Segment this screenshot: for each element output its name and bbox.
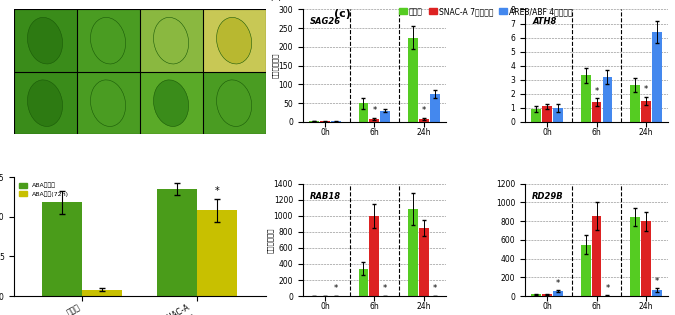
Bar xyxy=(542,106,552,122)
Ellipse shape xyxy=(153,80,188,126)
Bar xyxy=(408,37,418,122)
Bar xyxy=(652,32,662,122)
Bar xyxy=(42,203,82,296)
Bar xyxy=(580,244,591,296)
Bar xyxy=(641,221,651,296)
Bar xyxy=(14,9,76,72)
Bar xyxy=(531,294,541,296)
Bar xyxy=(82,290,122,296)
Text: *: * xyxy=(556,279,560,288)
Text: 24: 24 xyxy=(103,0,113,2)
Text: 72: 72 xyxy=(228,0,240,2)
Text: *: * xyxy=(422,106,426,116)
Bar xyxy=(419,119,429,122)
Bar xyxy=(358,269,369,296)
Bar xyxy=(630,217,640,296)
Text: ABA: ABA xyxy=(4,0,23,2)
Legend: 野生型, SNAC-A 7重変異体, AREB/ABF 4重変異体: 野生型, SNAC-A 7重変異体, AREB/ABF 4重変異体 xyxy=(396,4,576,19)
Bar xyxy=(14,72,76,135)
Bar xyxy=(542,294,552,296)
Bar xyxy=(76,9,140,72)
Text: *: * xyxy=(605,284,610,293)
Ellipse shape xyxy=(153,17,188,64)
Text: *: * xyxy=(383,284,387,293)
Bar xyxy=(630,85,640,122)
Bar xyxy=(140,72,202,135)
Text: *: * xyxy=(595,87,599,96)
Bar xyxy=(369,216,379,296)
Text: SAG26: SAG26 xyxy=(310,17,341,26)
Ellipse shape xyxy=(28,80,63,126)
Bar xyxy=(76,72,140,135)
Text: *: * xyxy=(333,284,338,293)
Text: 0: 0 xyxy=(42,0,48,2)
Bar xyxy=(430,94,439,122)
Text: RD29B: RD29B xyxy=(532,192,564,201)
Bar xyxy=(202,72,266,135)
Legend: ABA無処理, ABA処理(72h): ABA無処理, ABA処理(72h) xyxy=(17,180,71,199)
Bar xyxy=(157,189,197,296)
Text: *: * xyxy=(372,106,377,116)
Ellipse shape xyxy=(217,80,252,126)
Bar xyxy=(358,103,369,122)
Y-axis label: 相対的発現量: 相対的発現量 xyxy=(267,227,274,253)
Bar xyxy=(592,216,601,296)
Bar xyxy=(197,210,237,296)
Ellipse shape xyxy=(90,80,126,126)
Bar xyxy=(419,228,429,296)
Text: *: * xyxy=(433,284,437,293)
Bar xyxy=(592,102,601,122)
Bar xyxy=(309,121,319,122)
Bar xyxy=(408,209,418,296)
Ellipse shape xyxy=(90,17,126,64)
Bar xyxy=(641,101,651,122)
Bar xyxy=(553,291,563,296)
Text: ATH8: ATH8 xyxy=(532,17,556,26)
Text: *: * xyxy=(215,186,219,196)
Text: (h): (h) xyxy=(269,0,281,2)
Ellipse shape xyxy=(217,17,252,64)
Bar xyxy=(140,9,202,72)
Bar xyxy=(202,9,266,72)
Bar xyxy=(603,77,612,122)
Text: *: * xyxy=(644,85,648,94)
Bar xyxy=(380,111,390,122)
Bar xyxy=(531,109,541,122)
Text: (c): (c) xyxy=(334,9,351,20)
Bar xyxy=(580,76,591,122)
Y-axis label: 相対的発現量: 相対的発現量 xyxy=(272,53,279,78)
Bar xyxy=(652,290,662,296)
Text: RAB18: RAB18 xyxy=(310,192,341,201)
Ellipse shape xyxy=(28,17,63,64)
Bar xyxy=(553,108,563,122)
Bar xyxy=(369,119,379,122)
Text: 48: 48 xyxy=(165,0,177,2)
Text: *: * xyxy=(655,277,659,286)
